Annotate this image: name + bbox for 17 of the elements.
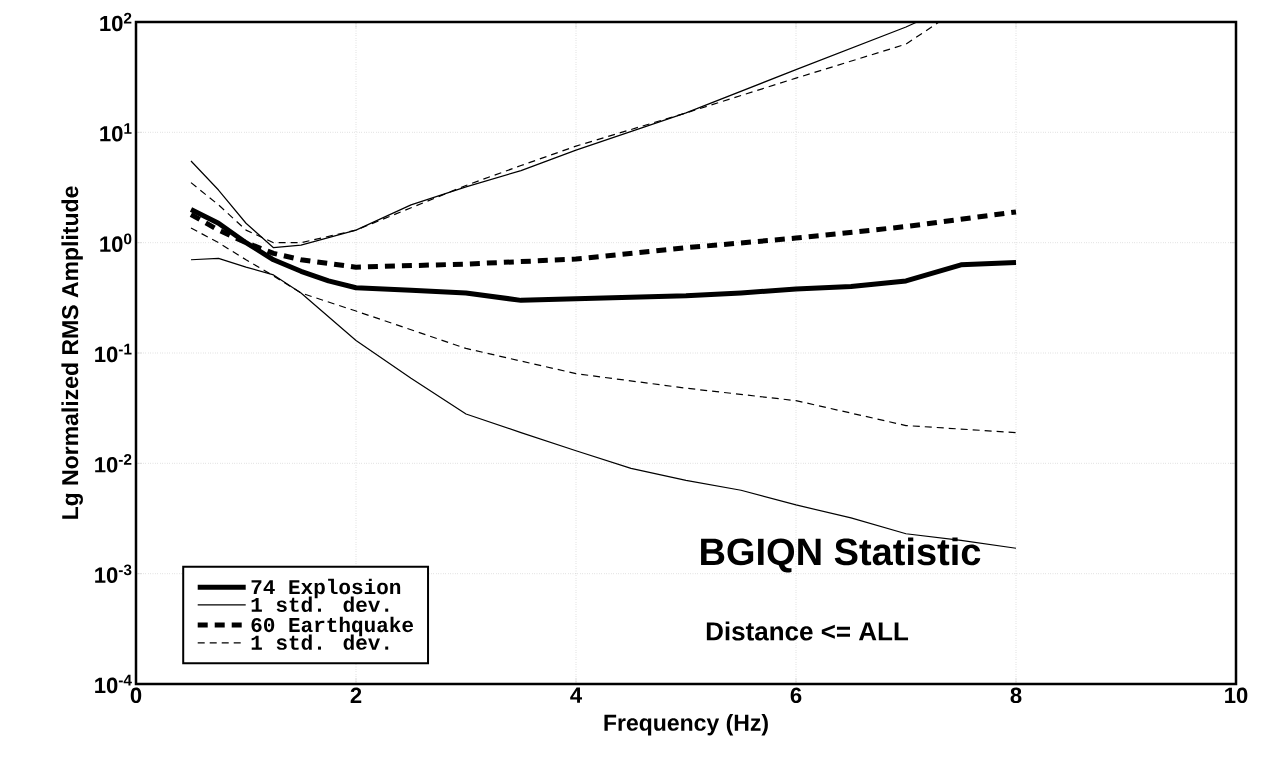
- y-tick-label: 10$^{-4}$: [95, 674, 132, 694]
- x-tick-label: 2: [350, 687, 362, 703]
- y-tick-label: 10$^{0}$: [100, 233, 132, 252]
- annotation: Distance <= ALL: [706, 621, 909, 641]
- x-tick-label: 6: [790, 687, 802, 704]
- x-tick-label: 8: [1010, 687, 1022, 704]
- y-tick-label: 10$^{-2}$: [95, 454, 132, 473]
- y-tick-label: 10$^{-3}$: [95, 564, 132, 583]
- x-tick-label: 10: [1225, 687, 1248, 704]
- y-axis-title: Lg Normalized RMS Amplitude: [61, 186, 83, 519]
- y-tick-label: 10$^{-1}$: [95, 343, 132, 363]
- x-tick-label: 0: [130, 687, 142, 704]
- x-axis-title: Frequency (Hz): [604, 713, 768, 736]
- x-tick-label: 4: [570, 687, 583, 703]
- y-tick-label: 10$^{2}$: [100, 12, 132, 32]
- y-tick-label: 10$^{1}$: [100, 123, 132, 142]
- annotation: BGIQN Statistic: [701, 537, 981, 573]
